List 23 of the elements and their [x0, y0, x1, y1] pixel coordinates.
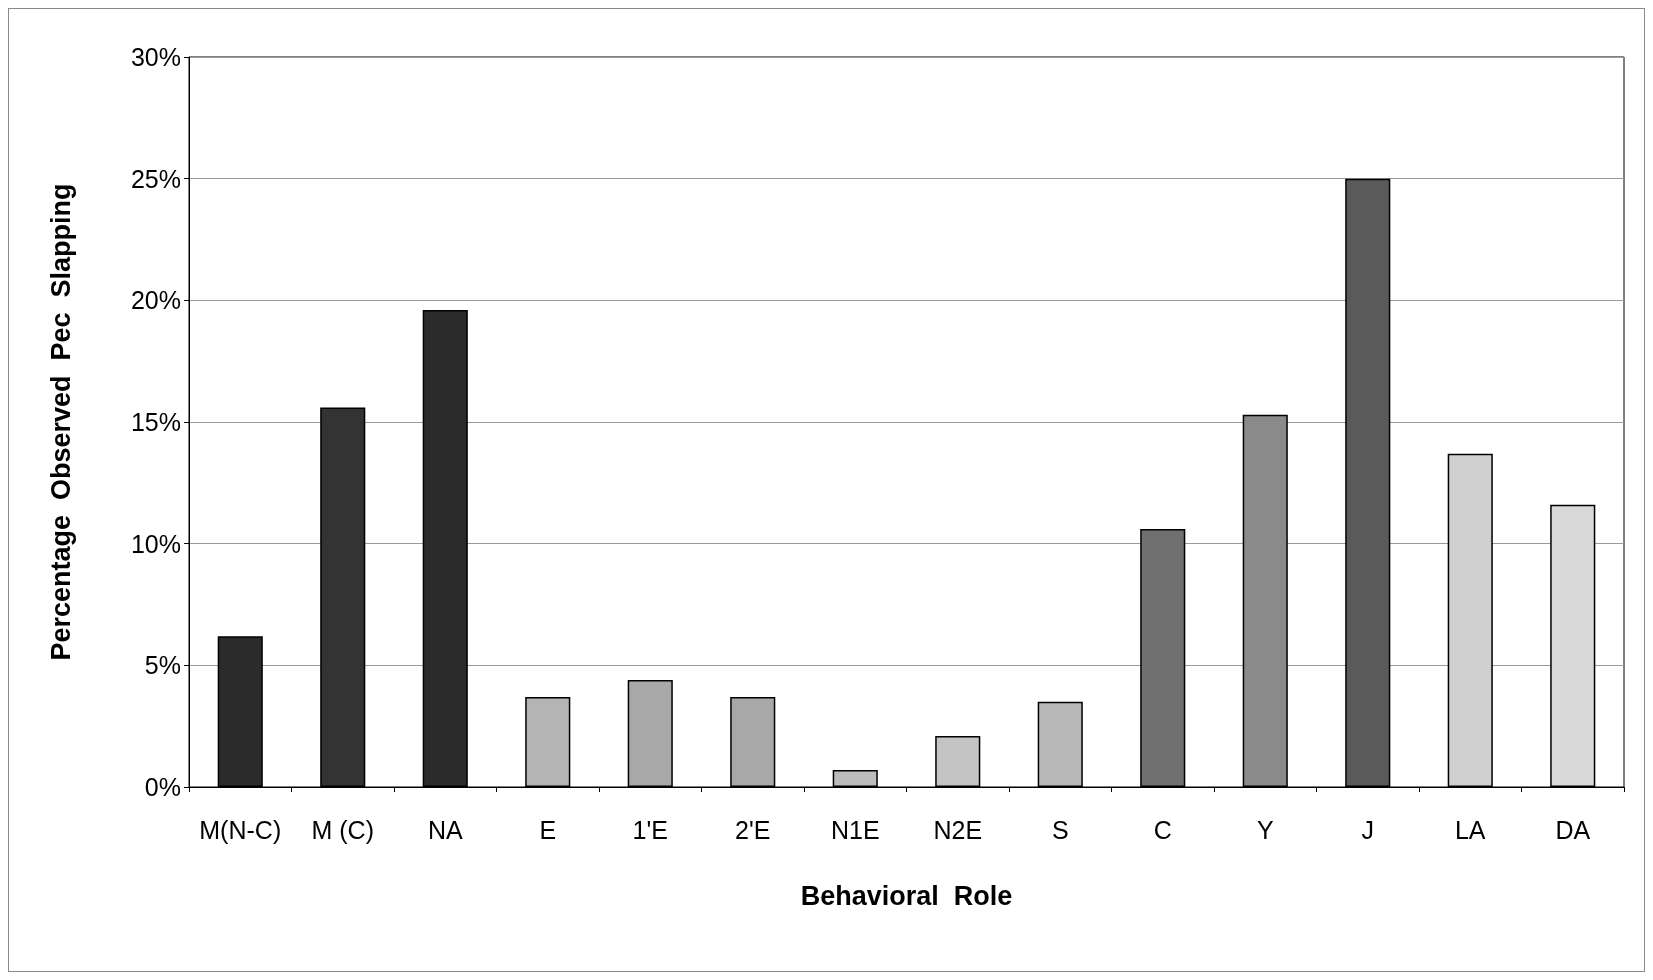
x-tick-label: J	[1361, 815, 1374, 844]
y-tick-label: 30%	[130, 43, 181, 71]
y-axis-title: Percentage Observed Pec Slapping	[45, 183, 76, 661]
x-tick-label: NA	[427, 815, 463, 844]
y-tick-label: 15%	[130, 408, 181, 436]
x-tick-label: S	[1051, 815, 1069, 844]
x-tick-label: 1'E	[632, 815, 668, 844]
x-tick-label: LA	[1454, 815, 1486, 844]
x-tick-label: Y	[1256, 815, 1274, 844]
x-tick-label: M (C)	[311, 815, 374, 844]
x-tick-label: C	[1153, 815, 1172, 844]
x-tick-label: E	[539, 815, 557, 844]
y-tick-label: 0%	[144, 773, 181, 801]
x-tick-label: N2E	[933, 815, 983, 844]
y-tick-label: 10%	[130, 529, 181, 558]
x-axis-title: Behavioral Role	[800, 880, 1013, 911]
x-tick-label: N1E	[830, 815, 880, 844]
y-tick-label: 5%	[144, 651, 181, 680]
x-tick-label: 2'E	[735, 815, 771, 844]
x-tick-label: M(N-C)	[199, 815, 282, 844]
y-tick-label: 25%	[130, 164, 181, 193]
y-tick-label: 20%	[130, 286, 181, 315]
x-tick-label: DA	[1555, 815, 1591, 844]
